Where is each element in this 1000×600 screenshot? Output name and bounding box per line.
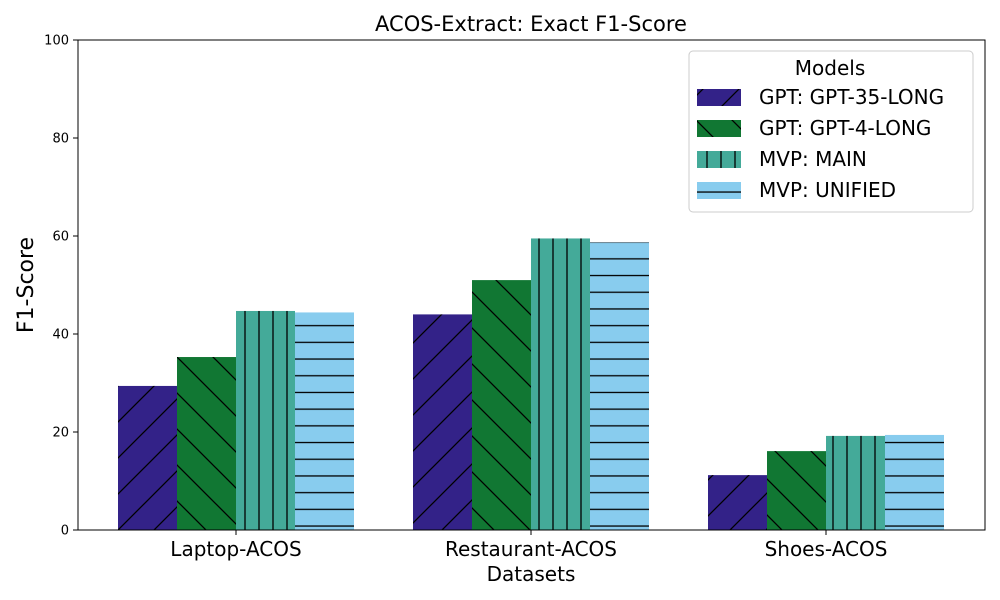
legend-swatch-hatch bbox=[697, 120, 741, 137]
legend-label: MVP: MAIN bbox=[759, 147, 867, 171]
bar-hatch bbox=[295, 312, 354, 530]
x-axis-label: Datasets bbox=[487, 562, 576, 586]
legend-label: GPT: GPT-35-LONG bbox=[759, 85, 944, 109]
y-tick-label: 40 bbox=[52, 328, 69, 343]
legend-box bbox=[688, 50, 974, 213]
x-tick-label: Laptop-ACOS bbox=[170, 537, 301, 561]
bar-hatch bbox=[177, 357, 236, 530]
x-axis-ticks: Laptop-ACOS Restaurant-ACOS Shoes-ACOS bbox=[170, 530, 887, 561]
legend-label: MVP: UNIFIED bbox=[759, 178, 896, 202]
bar-hatch bbox=[767, 451, 826, 530]
legend-swatch-hatch bbox=[697, 182, 741, 199]
legend-items: GPT: GPT-35-LONG GPT: GPT-4-LONG MVP: MAIN… bbox=[697, 85, 944, 202]
bar-hatch bbox=[413, 314, 472, 530]
bar-hatch bbox=[118, 385, 177, 530]
x-tick-label: Restaurant-ACOS bbox=[445, 537, 617, 561]
legend-label: GPT: GPT-4-LONG bbox=[759, 116, 931, 140]
bars bbox=[118, 238, 944, 530]
bar-hatch bbox=[708, 475, 767, 530]
bar-hatch bbox=[826, 435, 885, 530]
plot-frame bbox=[77, 39, 986, 531]
y-tick-label: 20 bbox=[52, 426, 69, 441]
y-tick-label: 100 bbox=[44, 34, 69, 49]
bar-hatch bbox=[236, 310, 295, 530]
bar-hatch bbox=[531, 238, 590, 530]
bar-hatch bbox=[472, 280, 531, 530]
legend-swatch-hatch bbox=[697, 151, 741, 168]
legend: Models GPT: GPT-35-LONG GPT: GPT-4-LONG MV… bbox=[688, 50, 974, 213]
legend-title: Models bbox=[795, 56, 865, 80]
y-tick-label: 0 bbox=[61, 524, 69, 539]
y-axis-ticks: 0 20 40 60 80 100 bbox=[44, 34, 78, 539]
y-tick-label: 60 bbox=[52, 230, 69, 245]
y-axis-label: F1-Score bbox=[14, 237, 39, 333]
bar-hatch bbox=[885, 434, 944, 530]
y-tick-label: 80 bbox=[52, 132, 69, 147]
legend-swatch-hatch bbox=[697, 89, 741, 106]
chart-title: ACOS-Extract: Exact F1-Score bbox=[375, 12, 687, 36]
x-tick-label: Shoes-ACOS bbox=[765, 537, 888, 561]
bar-hatch bbox=[590, 242, 649, 530]
